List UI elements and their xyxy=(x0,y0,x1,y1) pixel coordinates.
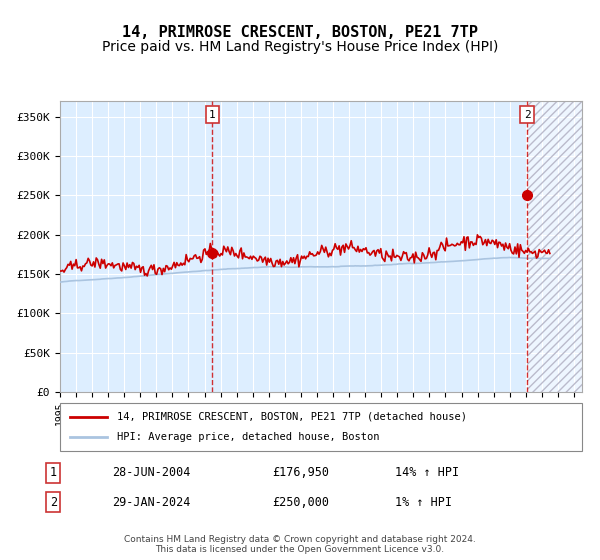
Text: 28-JUN-2004: 28-JUN-2004 xyxy=(112,466,190,479)
Text: 29-JAN-2024: 29-JAN-2024 xyxy=(112,496,190,509)
Text: 2: 2 xyxy=(50,496,57,509)
Bar xyxy=(527,101,582,392)
Text: £176,950: £176,950 xyxy=(272,466,329,479)
Bar xyxy=(527,101,582,392)
Text: 1% ↑ HPI: 1% ↑ HPI xyxy=(395,496,452,509)
Text: Contains HM Land Registry data © Crown copyright and database right 2024.
This d: Contains HM Land Registry data © Crown c… xyxy=(124,535,476,554)
Text: £250,000: £250,000 xyxy=(272,496,329,509)
Text: 14, PRIMROSE CRESCENT, BOSTON, PE21 7TP: 14, PRIMROSE CRESCENT, BOSTON, PE21 7TP xyxy=(122,25,478,40)
FancyBboxPatch shape xyxy=(60,403,582,451)
Text: 1: 1 xyxy=(209,110,216,119)
Text: 14, PRIMROSE CRESCENT, BOSTON, PE21 7TP (detached house): 14, PRIMROSE CRESCENT, BOSTON, PE21 7TP … xyxy=(118,412,467,422)
Text: 14% ↑ HPI: 14% ↑ HPI xyxy=(395,466,459,479)
Text: HPI: Average price, detached house, Boston: HPI: Average price, detached house, Bost… xyxy=(118,432,380,442)
Text: 2: 2 xyxy=(524,110,530,119)
Text: Price paid vs. HM Land Registry's House Price Index (HPI): Price paid vs. HM Land Registry's House … xyxy=(102,40,498,54)
Text: 1: 1 xyxy=(50,466,57,479)
